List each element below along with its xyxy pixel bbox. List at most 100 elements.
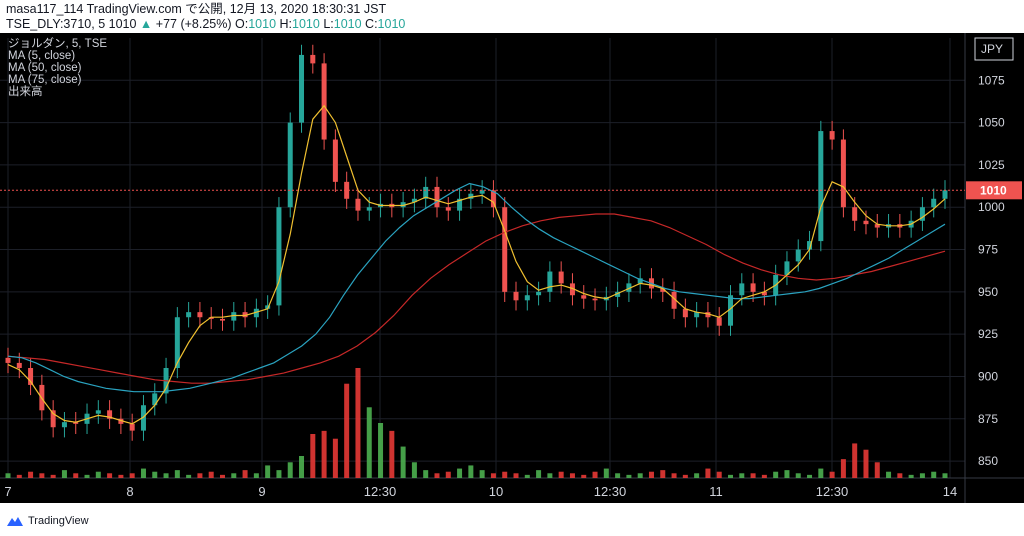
candle-body bbox=[16, 362, 22, 368]
candle-body bbox=[5, 357, 11, 363]
volume-bar bbox=[61, 470, 67, 478]
volume-bar bbox=[468, 465, 474, 478]
volume-bar bbox=[287, 462, 293, 478]
volume-bar bbox=[874, 462, 880, 478]
price-tick-label: 1025 bbox=[978, 158, 1005, 172]
candle-body bbox=[513, 291, 519, 301]
candle-body bbox=[28, 368, 34, 385]
candle-body bbox=[569, 283, 575, 296]
legend-title: ジョルダン, 5, TSE bbox=[8, 38, 108, 50]
brand-name: TradingView bbox=[28, 515, 89, 527]
legend-ma75: MA (75, close) bbox=[8, 74, 82, 86]
candle-body bbox=[423, 186, 429, 199]
volume-bar bbox=[321, 430, 327, 478]
candle-body bbox=[479, 190, 485, 194]
ma50-line bbox=[7, 182, 946, 393]
volume-bar bbox=[163, 473, 169, 478]
volume-bar bbox=[400, 446, 406, 478]
volume-bar bbox=[276, 470, 282, 478]
candle-body bbox=[863, 220, 869, 225]
price-chart[interactable]: 850 875 900 925 950 975 1000 1025 1050 1075 1010 JP… bbox=[0, 33, 1024, 503]
tradingview-logo-icon bbox=[7, 517, 23, 526]
volume-bar bbox=[129, 473, 135, 478]
candle-body bbox=[140, 405, 146, 431]
volume-bar bbox=[389, 430, 395, 478]
candle-body bbox=[299, 54, 305, 123]
candle-body bbox=[400, 202, 406, 208]
volume-bar bbox=[253, 473, 259, 478]
candle-body bbox=[558, 271, 564, 284]
candle-body bbox=[536, 291, 542, 296]
tradingview-brand[interactable]: TradingView bbox=[6, 515, 89, 527]
volume-bar bbox=[299, 456, 305, 478]
volume-bar bbox=[569, 473, 575, 478]
candle-body bbox=[73, 422, 79, 424]
volume-bar bbox=[344, 383, 350, 478]
time-tick-label: 8 bbox=[126, 484, 133, 499]
time-tick-label: 12:30 bbox=[594, 484, 627, 499]
volume-bar bbox=[197, 473, 203, 478]
time-tick-label: 11 bbox=[709, 484, 723, 499]
candle-body bbox=[852, 207, 858, 221]
volume-bar bbox=[265, 465, 271, 478]
candle-body bbox=[716, 317, 722, 326]
candle-body bbox=[524, 295, 530, 301]
volume-bar bbox=[490, 473, 496, 478]
candle-body bbox=[287, 122, 293, 208]
volume-bar bbox=[366, 407, 372, 478]
volume-bar bbox=[242, 470, 248, 478]
volume-bar bbox=[739, 473, 745, 478]
volume-bar bbox=[355, 368, 361, 478]
volume-bar bbox=[536, 470, 542, 478]
volume-bar bbox=[807, 474, 813, 478]
price-tick-label: 1000 bbox=[978, 200, 1005, 214]
high-label: H: bbox=[279, 17, 293, 31]
legend-ma50: MA (50, close) bbox=[8, 62, 82, 74]
price-tick-label: 950 bbox=[978, 285, 998, 299]
price-tick-label: 975 bbox=[978, 243, 998, 257]
volume-bar bbox=[626, 474, 632, 478]
last-price-tag-label: 1010 bbox=[980, 183, 1007, 197]
candle-body bbox=[118, 418, 124, 424]
currency-button bbox=[974, 37, 1014, 61]
chart-area[interactable]: 850 875 900 925 950 975 1000 1025 1050 1075 1010 JP… bbox=[0, 33, 1024, 503]
time-tick-label: 14 bbox=[943, 484, 957, 499]
volume-bar bbox=[152, 471, 158, 478]
chart-legend: ジョルダン, 5, TSE MA (5, close) MA (50, clos… bbox=[8, 38, 107, 98]
ma5-line bbox=[7, 104, 946, 425]
candle-body bbox=[434, 186, 440, 208]
volume-bar bbox=[547, 473, 553, 478]
time-tick-label: 7 bbox=[4, 484, 11, 499]
candle-body bbox=[468, 193, 474, 199]
candle-body bbox=[694, 312, 700, 318]
candle-body bbox=[344, 181, 350, 199]
candle-body bbox=[705, 312, 711, 318]
volume-bar bbox=[671, 473, 677, 478]
volume-bar bbox=[28, 471, 34, 478]
candle-body bbox=[107, 410, 113, 419]
candle-body bbox=[242, 312, 248, 318]
time-tick-label: 12:30 bbox=[364, 484, 397, 499]
volume-bar bbox=[457, 468, 463, 478]
candle-body bbox=[411, 198, 417, 203]
price-tick-label: 925 bbox=[978, 327, 998, 341]
candle-body bbox=[253, 308, 259, 318]
time-tick-label: 9 bbox=[258, 484, 265, 499]
volume-bar bbox=[818, 468, 824, 478]
candle-body bbox=[547, 271, 553, 292]
candle-body bbox=[637, 278, 643, 284]
candle-body bbox=[795, 249, 801, 262]
candle-body bbox=[750, 283, 756, 292]
price-tick-label: 850 bbox=[978, 454, 998, 468]
open-value: 1010 bbox=[248, 17, 277, 31]
volume-bar bbox=[795, 473, 801, 478]
volume-bar bbox=[931, 471, 937, 478]
candle-body bbox=[265, 305, 271, 309]
volume-bar bbox=[886, 471, 892, 478]
volume-bar bbox=[208, 471, 214, 478]
candle-body bbox=[276, 207, 282, 306]
volume-bar bbox=[840, 459, 846, 478]
volume-bar bbox=[445, 471, 451, 478]
volume-bar bbox=[581, 474, 587, 478]
volume-bar bbox=[942, 473, 948, 478]
